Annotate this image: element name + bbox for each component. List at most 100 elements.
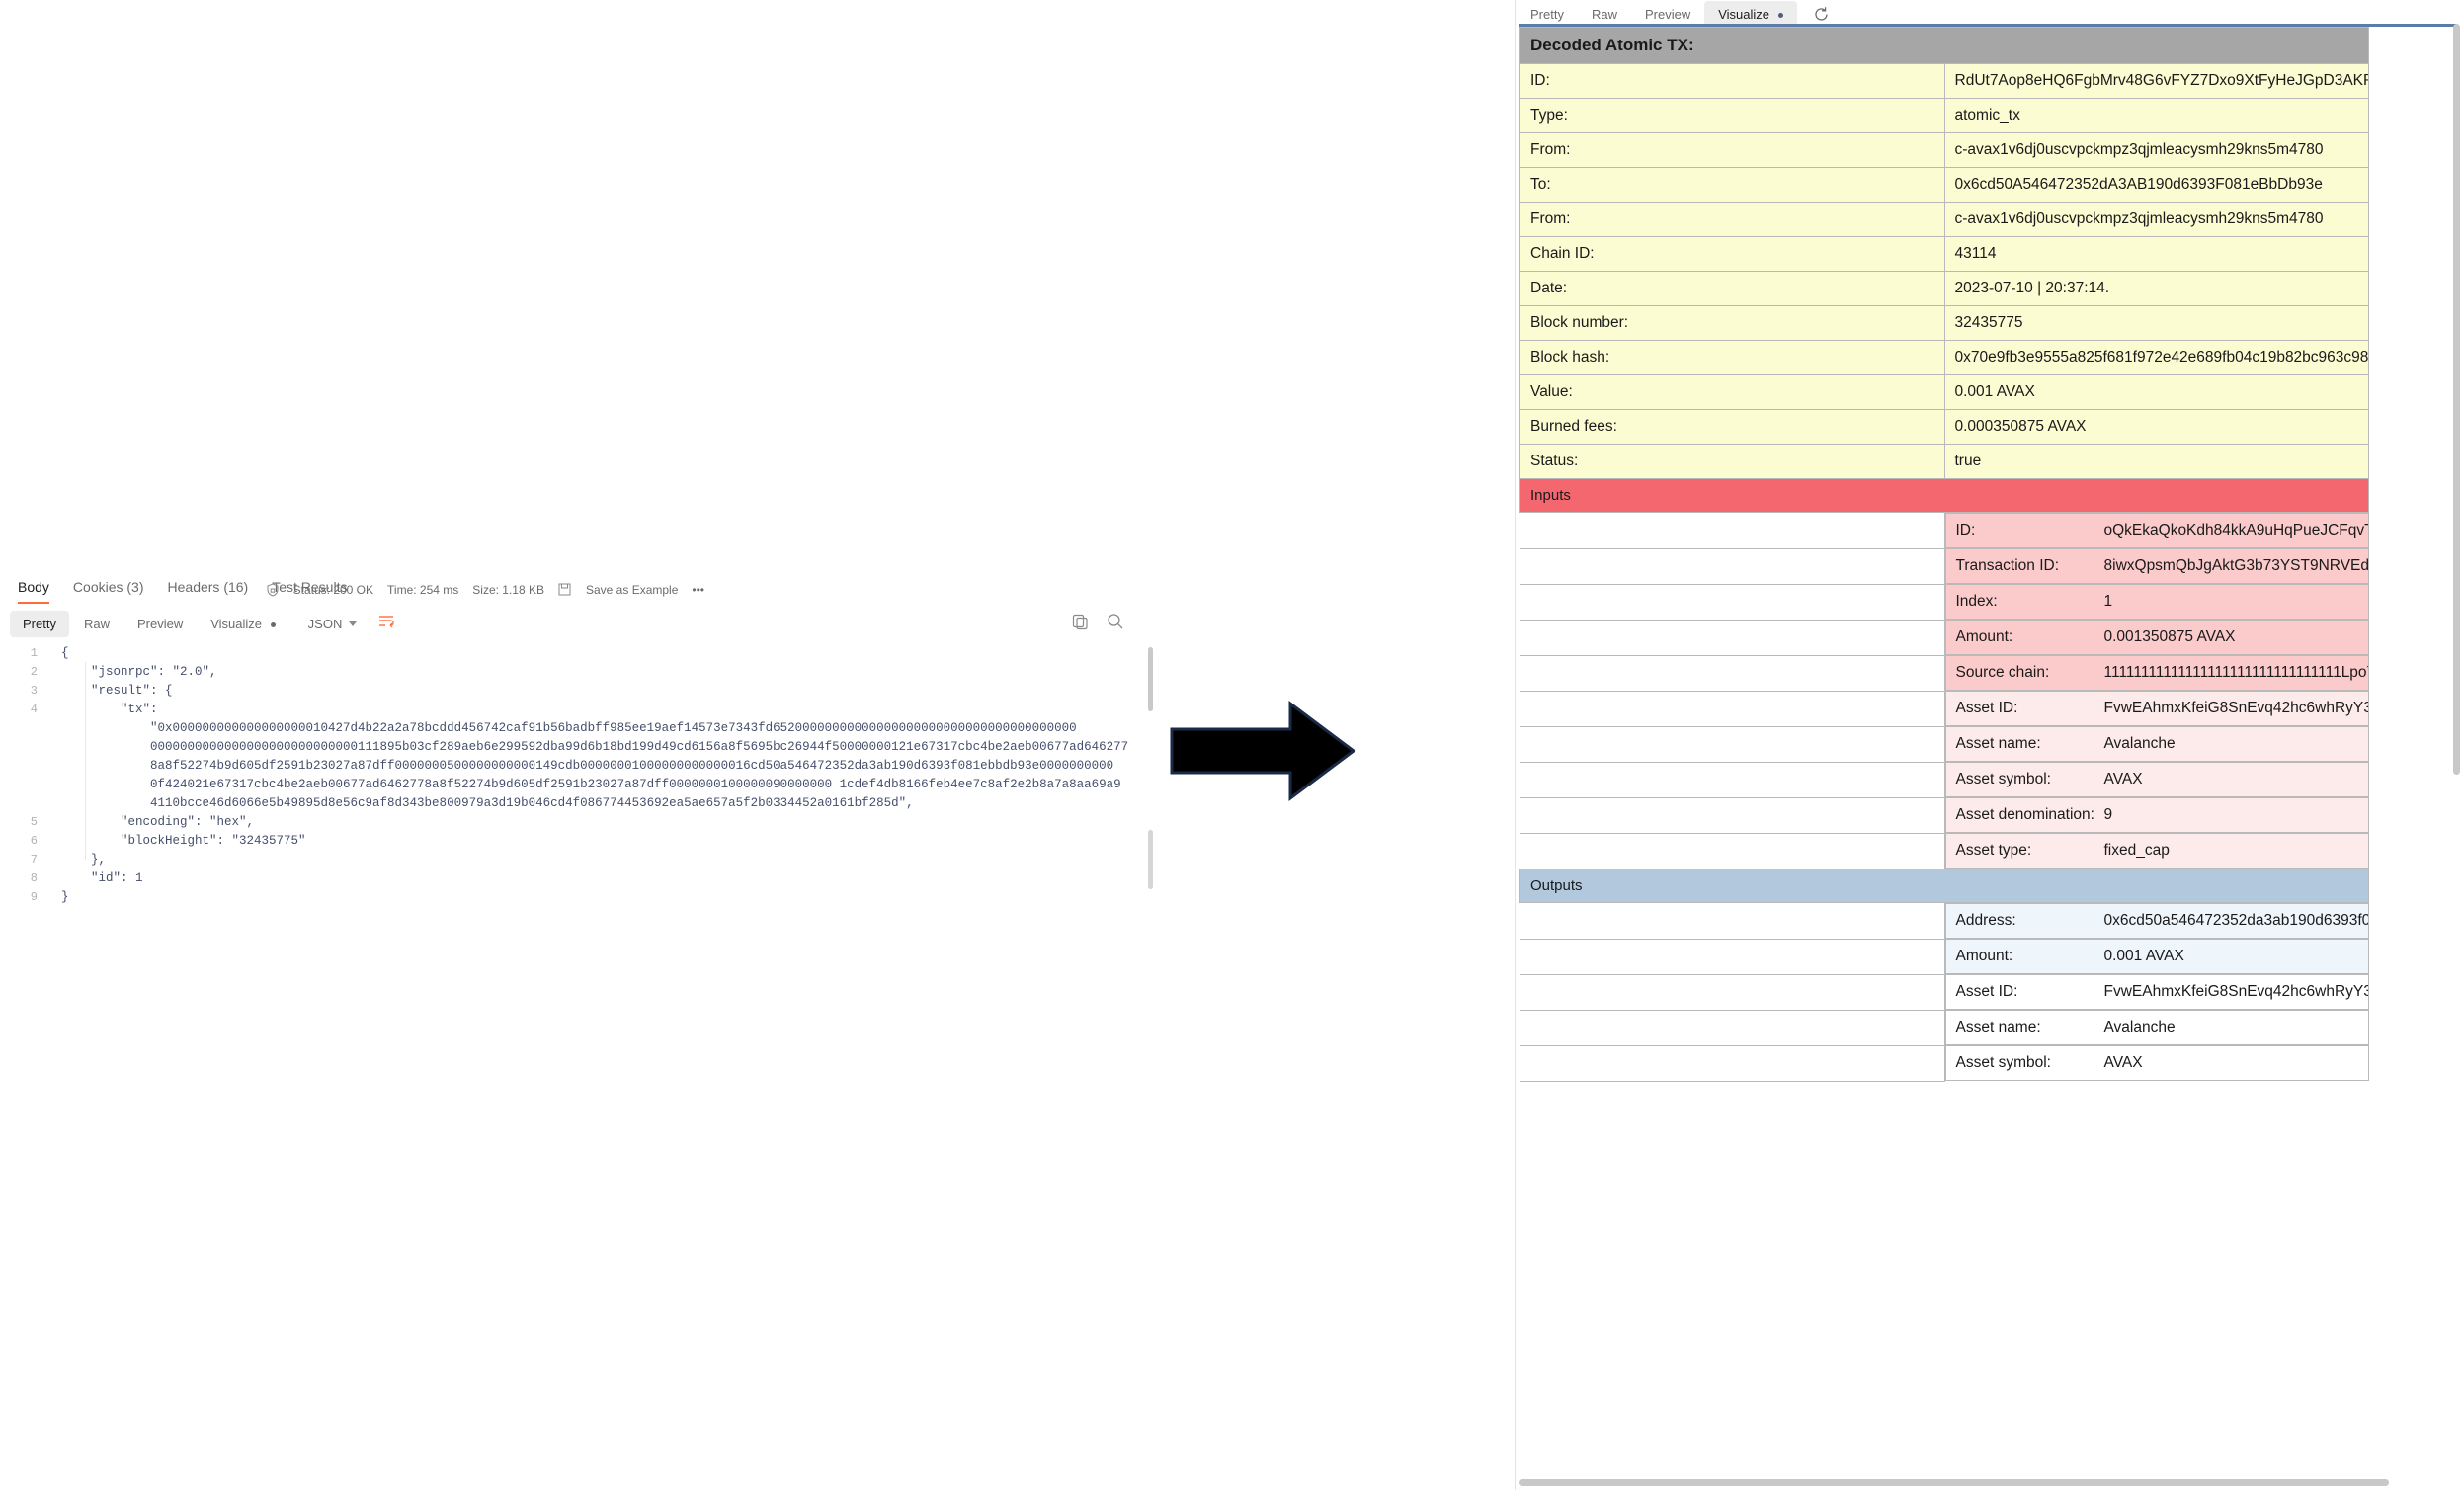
time-text: Time: 254 ms [387,583,459,597]
code-line-number [0,794,51,813]
input-field-value: FvwEAhmxKfeiG8SnEvq42hc6whRyY3EFYAvebMqD… [2093,691,2369,726]
output-field-cell: Asset ID:FvwEAhmxKfeiG8SnEvq42hc6whRyY3E… [1944,974,2369,1010]
body-right-tools [1072,613,1124,635]
viz-tab-raw[interactable]: Raw [1591,6,1617,22]
code-line-number: 8 [30,871,38,885]
input-field-value: 1 [2093,584,2369,620]
input-field-label: Asset denomination: [1944,797,2094,833]
panel-vertical-scrollbar[interactable] [2453,24,2460,1468]
body-format-bar: Pretty Raw Preview Visualize JSON [10,611,394,637]
output-row-gutter [1519,973,1945,1011]
response-tabs: Body Cookies (3) Headers (16) Test Resul… [18,579,347,604]
format-tab-raw[interactable]: Raw [83,617,110,631]
code-vertical-scrollbar-thumb-2[interactable] [1148,830,1153,889]
more-options-button[interactable]: ••• [692,583,704,597]
format-tab-visualize[interactable]: Visualize [198,611,287,637]
input-field-label: Transaction ID: [1944,548,2094,584]
copy-icon[interactable] [1072,614,1089,635]
viz-tab-pretty[interactable]: Pretty [1530,6,1564,22]
code-line: 0000000000000000000000000000111895b03cf2… [0,738,1166,757]
tx-field-row: Date: 2023-07-10 | 20:37:14. [1519,271,2369,306]
response-tab-headers[interactable]: Headers (16) [167,579,249,595]
panel-vertical-scrollbar-thumb[interactable] [2453,24,2460,775]
output-field-value: 0x6cd50a546472352da3ab190d6393f081ebbdb9… [2093,903,2369,939]
outputs-section-header-row: Outputs [1519,869,2369,903]
input-field-cell: Amount: 0.001350875 AVAX [1944,620,2369,655]
tx-field-value: 0x70e9fb3e9555a825f681f972e42e689fb04c19… [1943,340,2369,375]
input-field-row: Asset name: Avalanche [1519,725,2369,763]
output-field-value: AVAX [2093,1045,2369,1081]
output-field-label: Asset ID: [1944,974,2094,1010]
tx-field-label: Value: [1519,374,1945,410]
code-line-number: 5 [30,815,38,829]
input-field-row: Index: 1 [1519,583,2369,621]
tx-field-value: c-avax1v6dj0uscvpckmpz3qjmleacysmh29kns5… [1943,202,2369,237]
input-field-row: Asset type: fixed_cap [1519,832,2369,869]
tx-field-row: ID: RdUt7Aop8eHQ6FgbMrv48G6vFYZ7Dxo9XtFyH… [1519,63,2369,99]
code-line-text: "jsonrpc": "2.0", [61,665,217,679]
input-field-value: Avalanche [2093,726,2369,762]
input-row-gutter [1519,654,1945,692]
tx-field-value: 0.001 AVAX [1943,374,2369,410]
code-line-number: 2 [30,665,38,679]
format-tab-pretty[interactable]: Pretty [10,611,69,637]
code-line: 2 "jsonrpc": "2.0", [0,663,1166,682]
code-line-number: 1 [30,646,38,660]
response-tab-test-results[interactable]: Test Results [272,579,348,595]
search-icon[interactable] [1107,613,1124,635]
language-select[interactable]: JSON [298,611,368,637]
tx-field-label: Status: [1519,444,1945,479]
input-field-value: 11111111111111111111111111111111LpoYY [2093,655,2369,691]
visualize-dot-icon [270,622,276,628]
status-text: Status: 200 OK [292,583,374,597]
output-field-label: Asset symbol: [1944,1045,2094,1081]
input-field-cell: Asset symbol: AVAX [1944,762,2369,797]
output-row-gutter [1519,902,1945,940]
response-tab-body[interactable]: Body [18,579,49,604]
tx-field-label: Chain ID: [1519,236,1945,272]
code-line-text: } [61,890,69,904]
tx-field-value: 0x6cd50A546472352dA3AB190d6393F081eBbDb9… [1943,167,2369,203]
code-line-text: 4110bcce46d6066e5b49895d8e56c9af8d343be8… [61,796,914,810]
decoded-tx-table-container[interactable]: Decoded Atomic TX: ID: RdUt7Aop8eHQ6FgbMrv… [1519,24,2456,1468]
format-tab-preview[interactable]: Preview [136,617,184,631]
input-field-row: Asset ID:FvwEAhmxKfeiG8SnEvq42hc6whRyY3E… [1519,690,2369,727]
output-field-row: Amount: 0.001 AVAX [1519,938,2369,975]
visualize-active-dot-icon [1777,12,1783,18]
input-field-row: Asset symbol: AVAX [1519,761,2369,798]
input-field-label: Asset type: [1944,833,2094,869]
save-as-example-button[interactable]: Save as Example [586,583,679,597]
input-field-row: Amount: 0.001350875 AVAX [1519,619,2369,656]
viz-tab-visualize[interactable]: Visualize [1704,0,1797,28]
panel-horizontal-scrollbar[interactable] [1519,1479,2456,1486]
tx-field-value: 0.000350875 AVAX [1943,409,2369,445]
code-line: 6 "blockHeight": "32435775" [0,832,1166,851]
refresh-icon[interactable] [1813,6,1830,23]
input-field-row: Source chain: 111111111111111111111111111… [1519,654,2369,692]
tx-field-label: Type: [1519,98,1945,133]
code-line-number: 7 [30,853,38,867]
tx-field-row: To: 0x6cd50A546472352dA3AB190d6393F081eBb… [1519,167,2369,203]
input-field-cell: Transaction ID: 8iwxQpsmQbJgAktG3b73YST9N… [1944,548,2369,584]
panel-horizontal-scrollbar-thumb[interactable] [1519,1479,2389,1486]
code-vertical-scrollbar-thumb[interactable] [1148,647,1153,711]
output-field-row: Asset symbol: AVAX [1519,1044,2369,1082]
viz-tab-visualize-label: Visualize [1718,6,1770,22]
input-field-label: ID: [1944,513,2094,548]
input-field-cell: Asset denomination: 9 [1944,797,2369,833]
shield-lock-icon [266,583,280,597]
tx-field-label: From: [1519,202,1945,237]
code-line-text: { [61,646,69,660]
code-line-text: "id": 1 [61,871,143,885]
viz-tab-preview[interactable]: Preview [1644,6,1691,22]
json-code-viewer[interactable]: 1{2 "jsonrpc": "2.0", 3 "result": {4 "tx"… [0,644,1166,904]
tx-field-row: Block number: 32435775 [1519,305,2369,341]
code-line-text: "0x000000000000000000010427d4b22a2a78bcd… [61,721,1077,735]
input-field-cell: Asset type: fixed_cap [1944,833,2369,869]
code-line-number [0,757,51,776]
input-field-label: Asset name: [1944,726,2094,762]
tx-field-row: Chain ID: 43114 [1519,236,2369,272]
code-line-number [0,738,51,757]
response-tab-cookies[interactable]: Cookies (3) [72,579,144,595]
wrap-lines-icon[interactable] [378,614,394,634]
